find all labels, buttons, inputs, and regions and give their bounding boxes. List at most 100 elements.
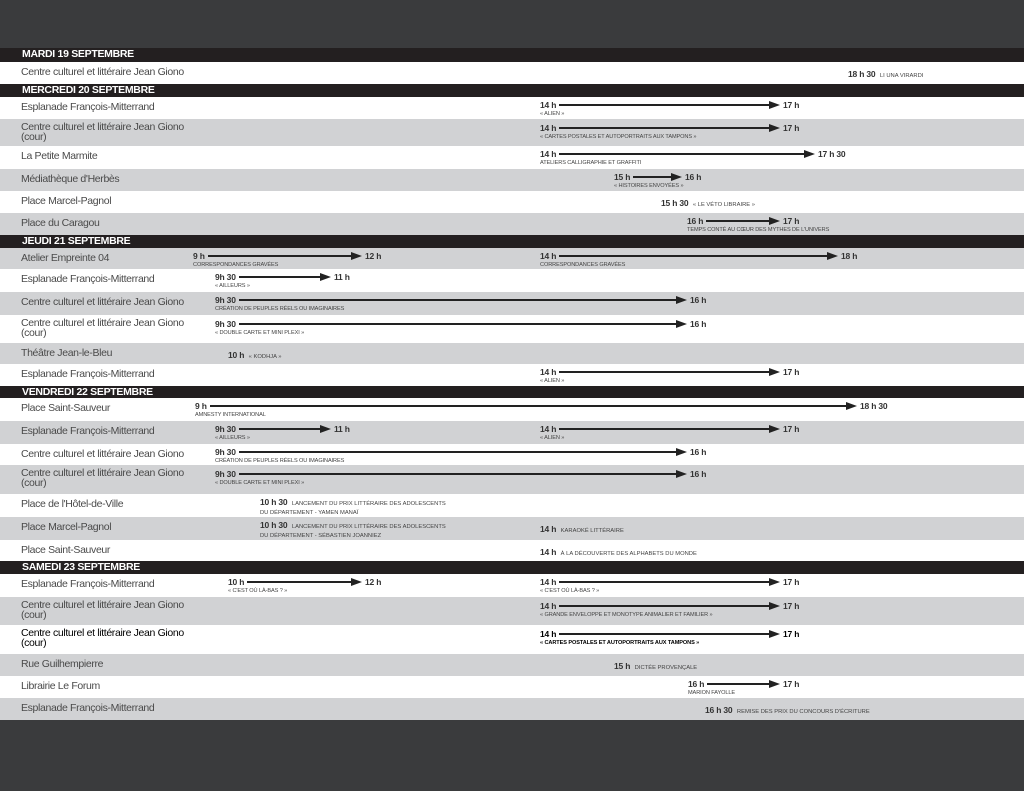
schedule-row: Centre culturel et littéraire Jean Giono… [0, 292, 1024, 315]
venue-name: Centre culturel et littéraire Jean Giono… [21, 600, 211, 621]
event-title: « Histoires envoyées » [614, 183, 684, 189]
event-timespan: 9 h 18 h 30 [195, 400, 888, 412]
venue-name-line: Centre culturel et littéraire Jean Giono [21, 66, 184, 78]
venue-name-line: Place Marcel-Pagnol [21, 521, 112, 533]
event-title: À la découverte des alphabets du monde [560, 551, 697, 557]
event-title: Lancement du prix littéraire des adolesc… [291, 524, 446, 530]
arrow-head-icon [769, 578, 780, 586]
schedule-row: Centre culturel et littéraire Jean Giono… [0, 597, 1024, 625]
day-header-label: JEUDI 21 SEPTEMBRE [22, 235, 131, 247]
event-title: « Alien » [540, 111, 565, 117]
schedule-row: Centre culturel et littéraire Jean Giono… [0, 119, 1024, 146]
event-timespan: 14 h 17 h [540, 600, 799, 612]
venue-name-line: Centre culturel et littéraire Jean Giono [21, 467, 184, 479]
venue-name: Esplanade François-Mitterrand [21, 579, 211, 590]
event-title: « Kodhja » [248, 354, 282, 360]
start-time: 9h 30 [215, 469, 236, 479]
venue-name: Place du Caragou [21, 217, 211, 229]
event-inline: 10 h « Kodhja » [228, 349, 282, 362]
event-inline: 15 h Dictée provençale [614, 660, 697, 673]
start-time: 14 h [540, 424, 557, 434]
venue-name: Centre culturel et littéraire Jean Giono [21, 297, 211, 308]
event-timespan: 14 h 17 h [540, 423, 799, 435]
venue-name-suffix: (cour) [21, 608, 47, 621]
event-title: Création de peuples réels ou imaginaires [215, 306, 345, 312]
start-time: 9 h [195, 401, 207, 411]
venue-name: Rue Guilhempierre [21, 659, 211, 670]
arrow-line [559, 104, 769, 106]
schedule-row: Place Marcel-Pagnol 15 h 30 « Le véto lib… [0, 191, 1024, 213]
end-time: 18 h 30 [860, 401, 888, 411]
venue-name: Centre culturel et littéraire Jean Giono… [21, 627, 211, 649]
start-time: 14 h [540, 601, 557, 611]
arrow-line [559, 605, 769, 607]
arrow-line [707, 683, 769, 685]
venue-name-line: Centre culturel et littéraire Jean Giono [21, 448, 184, 460]
event-title: Correspondances gravées [193, 262, 279, 268]
event-title: Lancement du prix littéraire des adolesc… [291, 501, 446, 507]
arrow-head-icon [676, 296, 687, 304]
venue-name: Place Marcel-Pagnol [21, 521, 211, 533]
arrow-head-icon [769, 602, 780, 610]
venue-name: Atelier Empreinte 04 [21, 253, 211, 264]
event-timespan: 14 h 17 h [540, 366, 799, 378]
schedule-row: Librairie Le Forum 16 h 17 h Marion Fayolle [0, 676, 1024, 698]
arrow-line [207, 255, 351, 257]
venue-name-line: Esplanade François-Mitterrand [21, 368, 155, 380]
arrow-head-icon [769, 680, 780, 688]
event-title: Correspondances gravées [540, 262, 626, 268]
end-time: 18 h [841, 251, 858, 261]
event-title: Remise des prix du concours d'écriture [736, 709, 870, 715]
schedule-row: Théâtre Jean-le-Bleu 10 h « Kodhja » [0, 343, 1024, 364]
event-title: « Ailleurs » [215, 283, 250, 289]
venue-name-suffix: (cour) [21, 636, 47, 649]
event-title: « Double carte et mini plexi » [215, 480, 305, 486]
venue-name: Théâtre Jean-le-Bleu [21, 348, 211, 359]
venue-name-line: Place Saint-Sauveur [21, 402, 111, 414]
venue-name-line: Place Marcel-Pagnol [21, 195, 112, 207]
arrow-line [238, 428, 320, 430]
start-time: 9h 30 [215, 295, 236, 305]
end-time: 16 h [690, 469, 707, 479]
venue-name: Place de l'Hôtel-de-Ville [21, 499, 211, 510]
event-title: Marion Fayolle [688, 690, 735, 696]
start-time: 9h 30 [215, 272, 236, 282]
end-time: 17 h [783, 601, 800, 611]
arrow-line [633, 176, 671, 178]
event-title: Ateliers calligraphie et graffiti [540, 160, 642, 166]
venue-name: Centre culturel et littéraire Jean Giono [21, 448, 211, 460]
event-title: « Alien » [540, 378, 565, 384]
day-header: JEUDI 21 SEPTEMBRE [0, 235, 1024, 248]
schedule-row: Place Marcel-Pagnol 10 h 30 Lancement du … [0, 517, 1024, 540]
event-timespan: 16 h 17 h [688, 678, 799, 690]
start-time: 18 h 30 [848, 69, 876, 79]
arrow-line [559, 255, 827, 257]
venue-name-line: Centre culturel et littéraire Jean Giono [21, 627, 184, 639]
arrow-head-icon [769, 425, 780, 433]
start-time: 9h 30 [215, 447, 236, 457]
day-header: SAMEDI 23 SEPTEMBRE [0, 561, 1024, 574]
event-title: « C'est où là-bas ? » [228, 588, 288, 594]
event-inline: 10 h 30 Lancement du prix littéraire des… [260, 519, 446, 541]
event-timespan: 14 h 17 h 30 [540, 148, 846, 160]
event-title: « Double carte et mini plexi » [215, 330, 305, 336]
venue-name: Esplanade François-Mitterrand [21, 368, 211, 380]
arrow-head-icon [676, 320, 687, 328]
venue-name: Centre culturel et littéraire Jean Giono [21, 66, 211, 78]
venue-name-suffix: (cour) [21, 326, 47, 339]
schedule-row: Médiathèque d'Herbès 15 h 16 h « Histoires … [0, 169, 1024, 191]
day-header-label: SAMEDI 23 SEPTEMBRE [22, 561, 140, 573]
start-time: 14 h [540, 524, 557, 534]
schedule-row: La Petite Marmite 14 h 17 h 30 Ateliers cal… [0, 146, 1024, 169]
event-inline: 14 h Karaoké littéraire [540, 523, 624, 536]
schedule-sheet: MARDI 19 SEPTEMBRE Centre culturel et lit… [0, 48, 1024, 720]
event-title: Création de peuples réels ou imaginaires [215, 458, 345, 464]
venue-name-line: Place du Caragou [21, 217, 100, 229]
schedule-row: Esplanade François-Mitterrand 16 h 30 Rem… [0, 698, 1024, 720]
venue-name: Esplanade François-Mitterrand [21, 102, 211, 113]
end-time: 16 h [690, 447, 707, 457]
venue-name: Place Saint-Sauveur [21, 545, 211, 556]
start-time: 14 h [540, 100, 557, 110]
venue-name-line: Médiathèque d'Herbès [21, 173, 120, 185]
end-time: 12 h [365, 577, 382, 587]
